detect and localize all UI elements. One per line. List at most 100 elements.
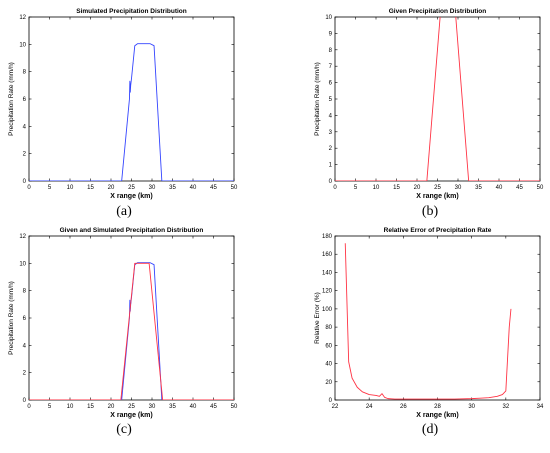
x-tick-label-a: 0 bbox=[27, 185, 31, 191]
x-tick-label-a: 10 bbox=[67, 185, 74, 191]
x-axis-label-a: X range (km) bbox=[110, 193, 152, 200]
series-line-b-0 bbox=[335, 17, 540, 181]
y-tick-label-c: 2 bbox=[23, 371, 27, 377]
y-tick-label-d: 40 bbox=[325, 362, 332, 368]
y-tick-label-d: 100 bbox=[322, 307, 333, 313]
series-line-a-0 bbox=[29, 43, 234, 181]
x-tick-label-a: 40 bbox=[190, 185, 197, 191]
y-tick-label-c: 6 bbox=[23, 316, 27, 322]
x-axis-label-b: X range (km) bbox=[416, 193, 458, 200]
caption-c: (c) bbox=[116, 422, 132, 437]
y-tick-label-b: 6 bbox=[329, 81, 333, 87]
y-tick-label-d: 20 bbox=[325, 380, 332, 386]
y-tick-label-c: 8 bbox=[23, 289, 27, 295]
x-tick-label-a: 5 bbox=[48, 185, 52, 191]
y-tick-label-b: 4 bbox=[329, 113, 333, 119]
x-tick-label-c: 10 bbox=[67, 404, 74, 410]
x-tick-label-c: 20 bbox=[108, 404, 115, 410]
chart-title-c: Given and Simulated Precipitation Distri… bbox=[60, 227, 204, 234]
y-tick-label-a: 4 bbox=[23, 124, 27, 130]
x-tick-label-b: 35 bbox=[475, 185, 482, 191]
chart-title-d: Relative Error of Precipitation Rate bbox=[384, 227, 492, 234]
y-tick-label-b: 1 bbox=[329, 163, 333, 169]
series-line-c-0 bbox=[29, 262, 234, 400]
y-tick-label-b: 0 bbox=[329, 179, 333, 185]
plot-frame-a bbox=[28, 16, 235, 182]
y-tick-label-d: 120 bbox=[322, 289, 333, 295]
x-tick-label-b: 25 bbox=[434, 185, 441, 191]
x-tick-label-d: 24 bbox=[366, 404, 373, 410]
x-tick-label-b: 30 bbox=[455, 185, 462, 191]
caption-a: (a) bbox=[116, 204, 132, 219]
x-axis-label-d: X range (km) bbox=[416, 412, 458, 419]
y-tick-label-b: 10 bbox=[325, 15, 332, 21]
chart-title-a: Simulated Precipitation Distribution bbox=[76, 8, 187, 15]
y-tick-label-a: 12 bbox=[19, 15, 26, 21]
x-tick-label-a: 20 bbox=[108, 185, 115, 191]
x-tick-label-b: 5 bbox=[354, 185, 358, 191]
y-tick-label-b: 8 bbox=[329, 48, 333, 54]
series-line-c-1 bbox=[29, 262, 234, 400]
y-tick-label-c: 0 bbox=[23, 398, 27, 404]
y-tick-label-a: 2 bbox=[23, 152, 27, 158]
x-tick-label-c: 0 bbox=[27, 404, 31, 410]
y-axis-label-c: Precipitation Rate (mm/h) bbox=[8, 281, 15, 355]
x-tick-label-d: 22 bbox=[332, 404, 339, 410]
y-tick-label-b: 9 bbox=[329, 31, 333, 37]
y-tick-label-c: 4 bbox=[23, 343, 27, 349]
y-tick-label-a: 6 bbox=[23, 97, 27, 103]
y-tick-label-b: 7 bbox=[329, 64, 333, 70]
x-tick-label-d: 32 bbox=[502, 404, 509, 410]
x-tick-label-a: 15 bbox=[87, 185, 94, 191]
y-tick-label-a: 10 bbox=[19, 42, 26, 48]
y-tick-label-b: 2 bbox=[329, 146, 333, 152]
x-tick-label-b: 45 bbox=[516, 185, 523, 191]
x-tick-label-b: 10 bbox=[373, 185, 380, 191]
y-axis-label-d: Relative Error (%) bbox=[314, 292, 321, 344]
x-tick-label-b: 15 bbox=[393, 185, 400, 191]
x-tick-label-d: 28 bbox=[434, 404, 441, 410]
x-tick-label-b: 0 bbox=[333, 185, 337, 191]
y-tick-label-d: 140 bbox=[322, 270, 333, 276]
x-tick-label-c: 30 bbox=[149, 404, 156, 410]
x-tick-label-b: 40 bbox=[496, 185, 503, 191]
plot-frame-c bbox=[28, 235, 235, 401]
x-tick-label-a: 45 bbox=[210, 185, 217, 191]
x-tick-label-d: 34 bbox=[537, 404, 544, 410]
x-tick-label-a: 35 bbox=[169, 185, 176, 191]
x-tick-label-c: 15 bbox=[87, 404, 94, 410]
y-tick-label-d: 160 bbox=[322, 252, 333, 258]
x-tick-label-a: 30 bbox=[149, 185, 156, 191]
series-line-d-0 bbox=[344, 243, 512, 400]
x-tick-label-c: 45 bbox=[210, 404, 217, 410]
y-tick-label-b: 3 bbox=[329, 130, 333, 136]
y-tick-label-b: 5 bbox=[329, 97, 333, 103]
x-tick-label-c: 35 bbox=[169, 404, 176, 410]
caption-b: (b) bbox=[421, 204, 439, 219]
x-tick-label-d: 30 bbox=[468, 404, 475, 410]
x-tick-label-b: 50 bbox=[537, 185, 544, 191]
x-tick-label-a: 50 bbox=[231, 185, 238, 191]
chart-title-b: Given Precipitation Distribution bbox=[389, 8, 487, 15]
y-axis-label-a: Precipitation Rate (mm/h) bbox=[8, 62, 15, 136]
y-tick-label-d: 0 bbox=[329, 398, 333, 404]
y-tick-label-d: 180 bbox=[322, 234, 333, 240]
y-tick-label-a: 8 bbox=[23, 70, 27, 76]
x-tick-label-b: 20 bbox=[414, 185, 421, 191]
x-tick-label-c: 40 bbox=[190, 404, 197, 410]
x-tick-label-d: 26 bbox=[400, 404, 407, 410]
y-tick-label-c: 12 bbox=[19, 234, 26, 240]
y-tick-label-c: 10 bbox=[19, 261, 26, 267]
caption-d: (d) bbox=[421, 422, 439, 437]
plot-frame-d bbox=[334, 235, 541, 401]
y-tick-label-a: 0 bbox=[23, 179, 27, 185]
x-axis-label-c: X range (km) bbox=[110, 412, 152, 419]
y-tick-label-d: 60 bbox=[325, 343, 332, 349]
x-tick-label-c: 5 bbox=[48, 404, 52, 410]
x-tick-label-c: 25 bbox=[128, 404, 135, 410]
plot-frame-b bbox=[334, 16, 541, 182]
y-tick-label-d: 80 bbox=[325, 325, 332, 331]
y-axis-label-b: Precipitation Rate (mm/h) bbox=[314, 62, 321, 136]
